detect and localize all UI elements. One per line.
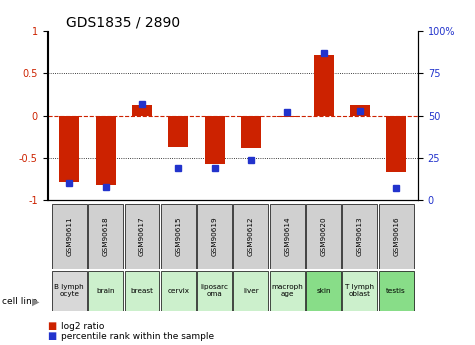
Text: log2 ratio: log2 ratio <box>61 322 104 331</box>
Bar <box>88 204 123 269</box>
Text: breast: breast <box>131 288 153 294</box>
Text: GSM90615: GSM90615 <box>175 217 181 256</box>
Bar <box>161 204 196 269</box>
Text: brain: brain <box>96 288 115 294</box>
Text: skin: skin <box>316 288 331 294</box>
Bar <box>59 116 79 181</box>
Bar <box>197 204 232 269</box>
Text: GSM90612: GSM90612 <box>248 217 254 256</box>
Bar <box>277 116 297 117</box>
Text: GSM90620: GSM90620 <box>321 217 326 256</box>
Bar <box>241 116 261 148</box>
Text: liver: liver <box>243 288 259 294</box>
Bar <box>342 271 377 310</box>
Text: cell line: cell line <box>2 297 38 306</box>
Text: GSM90616: GSM90616 <box>393 217 399 256</box>
Text: macroph
age: macroph age <box>271 284 303 297</box>
Text: ■: ■ <box>48 321 57 331</box>
Bar <box>168 116 188 147</box>
Bar <box>306 204 341 269</box>
Bar <box>386 116 406 172</box>
Text: liposarc
oma: liposarc oma <box>200 284 228 297</box>
Bar <box>342 204 377 269</box>
Bar <box>132 105 152 116</box>
Text: GSM90611: GSM90611 <box>66 217 72 256</box>
Bar <box>88 271 123 310</box>
Text: testis: testis <box>386 288 406 294</box>
Bar <box>205 116 225 164</box>
Bar <box>52 204 87 269</box>
Text: GDS1835 / 2890: GDS1835 / 2890 <box>66 16 180 30</box>
Bar <box>124 204 160 269</box>
Text: GSM90618: GSM90618 <box>103 217 109 256</box>
Bar <box>95 116 115 185</box>
Bar <box>270 204 304 269</box>
Bar <box>379 271 414 310</box>
Bar <box>234 204 268 269</box>
Bar <box>197 271 232 310</box>
Bar <box>306 271 341 310</box>
Bar <box>379 204 414 269</box>
Text: B lymph
ocyte: B lymph ocyte <box>55 284 84 297</box>
Bar <box>234 271 268 310</box>
Text: GSM90614: GSM90614 <box>284 217 290 256</box>
Text: T lymph
oblast: T lymph oblast <box>345 284 374 297</box>
Text: cervix: cervix <box>167 288 189 294</box>
Text: GSM90619: GSM90619 <box>211 217 218 256</box>
Bar <box>52 271 87 310</box>
Text: ■: ■ <box>48 332 57 341</box>
Bar <box>161 271 196 310</box>
Text: GSM90613: GSM90613 <box>357 217 363 256</box>
Bar <box>350 106 370 116</box>
Text: ▶: ▶ <box>32 297 40 307</box>
Text: GSM90617: GSM90617 <box>139 217 145 256</box>
Bar <box>124 271 160 310</box>
Bar <box>314 55 333 116</box>
Bar <box>270 271 304 310</box>
Text: percentile rank within the sample: percentile rank within the sample <box>61 332 214 341</box>
